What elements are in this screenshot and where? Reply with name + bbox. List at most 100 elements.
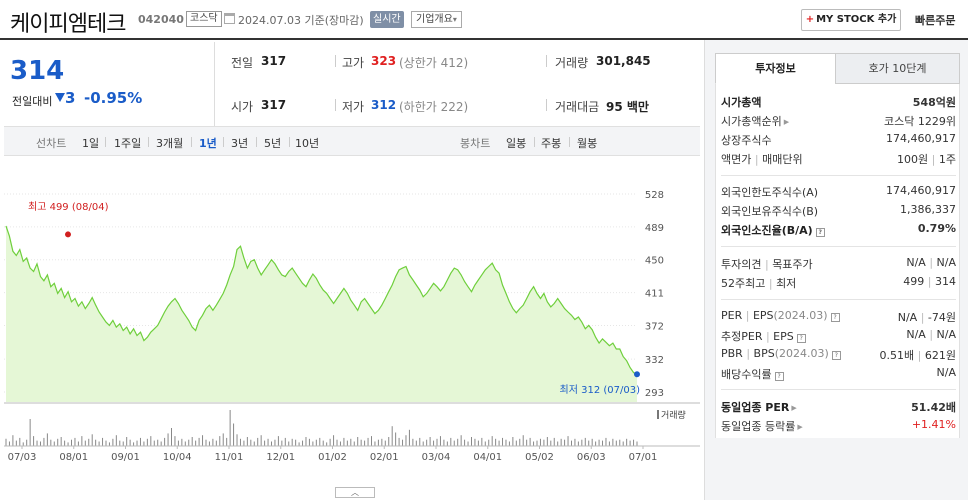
info-tabs: 투자정보 호가 10단계 — [715, 53, 960, 84]
x-tick-label: 02/01 — [370, 452, 399, 463]
x-tick-label: 10/04 — [163, 452, 192, 463]
summary-divider — [214, 42, 215, 126]
dividend-row: 배당수익률? N/A — [721, 366, 956, 384]
week52-high-label: 52주최고 — [721, 277, 766, 290]
expand-chart-button[interactable]: ︿ — [335, 487, 375, 498]
divider — [335, 99, 336, 111]
realtime-button[interactable]: 실시간 — [370, 11, 404, 28]
chart-canvas[interactable]: 528 489 450 411 372 332 293 최고 499 (08/04) 최저 31… — [0, 160, 700, 500]
down-arrow-icon — [55, 93, 65, 102]
bps-value: 621원 — [924, 349, 956, 362]
separator: | — [925, 328, 937, 341]
par-label: 액면가 — [721, 153, 752, 166]
divider — [289, 137, 290, 147]
period-bar: 선차트 1일 1주일 3개월 1년 3년 5년 10년 봉차트 일봉 주봉 월봉 — [4, 126, 700, 156]
add-mystock-label: MY STOCK 추가 — [816, 14, 897, 25]
tab-invest-info[interactable]: 투자정보 — [715, 53, 836, 84]
help-icon[interactable]: ? — [815, 228, 825, 237]
est-eps-value: N/A — [936, 328, 956, 341]
rank-value: 코스닥 1229위 — [884, 115, 956, 128]
foreign-hold-row: 외국인보유주식수(B) 1,386,337 — [721, 203, 956, 221]
y-tick-label: 372 — [645, 321, 664, 332]
eps-date: (2024.03) — [773, 309, 828, 322]
opinion-target-labels: 투자의견 | 목표주가 — [721, 256, 813, 272]
foreign-rate-label: 외국인소진율(B/A) — [721, 224, 813, 237]
par-value: 100원 — [897, 153, 929, 166]
change-amount: 3 — [65, 89, 76, 107]
add-mystock-button[interactable]: + MY STOCK 추가 — [801, 9, 901, 31]
invest-info-box: 시가총액 548억원 시가총액순위 ▶ 코스닥 1229위 상장주식수 174,4… — [715, 84, 960, 438]
invest-info-panel: 투자정보 호가 10단계 시가총액 548억원 시가총액순위 ▶ 코스닥 1229… — [704, 40, 968, 500]
company-info-label: 기업개요 — [416, 14, 453, 25]
y-tick-label: 528 — [645, 190, 664, 201]
high-value: 323 — [371, 54, 397, 68]
bps-date: (2024.03) — [774, 347, 829, 360]
triangle-right-icon: ▶ — [783, 118, 790, 126]
current-price: 314 — [10, 56, 65, 86]
period-1w[interactable]: 1주일 — [114, 137, 142, 150]
industry-per-label-wrap: 동일업종 PER ▶ — [721, 399, 797, 415]
y-tick-label: 332 — [645, 355, 664, 366]
week52-high-value: 499 — [903, 275, 925, 288]
calendar-icon — [224, 13, 235, 24]
low-annotation: 최저 312 (07/03) — [560, 384, 641, 396]
period-5y[interactable]: 5년 — [264, 137, 282, 150]
divider — [191, 137, 192, 147]
bps-label: BPS — [753, 347, 775, 360]
low-label: 저가 — [342, 100, 365, 114]
target-label: 목표주가 — [772, 258, 813, 271]
help-icon[interactable]: ? — [830, 313, 840, 322]
separator: | — [742, 347, 754, 360]
separator: | — [751, 153, 763, 166]
industry-per-row[interactable]: 동일업종 PER ▶ 51.42배 — [721, 399, 956, 417]
period-3y[interactable]: 3년 — [231, 137, 249, 150]
x-tick-label: 12/01 — [266, 452, 295, 463]
industry-rate-value: +1.41% — [911, 418, 956, 431]
opinion-target-values: N/A | N/A — [906, 256, 956, 269]
change-rate: -0.95% — [84, 89, 143, 107]
eps-value: -74원 — [927, 311, 956, 324]
per-eps-labels: PER | EPS(2024.03)? — [721, 309, 840, 322]
foreign-limit-label: 외국인한도주식수(A) — [721, 186, 819, 199]
market-badge: 코스닥 — [186, 11, 222, 27]
est-per-label: 추정PER — [721, 330, 763, 343]
high-annotation: 최고 499 (08/04) — [28, 201, 109, 213]
est-eps-label: EPS — [773, 330, 794, 343]
week52-low-label: 최저 — [776, 277, 797, 290]
company-info-button[interactable]: 기업개요▾ — [411, 11, 462, 28]
market-cap-rank-row[interactable]: 시가총액순위 ▶ 코스닥 1229위 — [721, 113, 956, 131]
candle-daily[interactable]: 일봉 — [506, 137, 527, 150]
week52-values: 499 | 314 — [903, 275, 956, 288]
market-cap-row: 시가총액 548억원 — [721, 94, 956, 112]
divider — [148, 137, 149, 147]
quick-order-link[interactable]: 빠른주문 — [915, 14, 956, 27]
prev-close-value: 317 — [261, 54, 287, 68]
opinion-target-row: 투자의견 | 목표주가 N/A | N/A — [721, 256, 956, 274]
help-icon[interactable]: ? — [774, 372, 784, 381]
price-chart[interactable]: 528 489 450 411 372 332 293 최고 499 (08/04) 최저 31… — [0, 160, 700, 500]
par-unit-labels: 액면가 | 매매단위 — [721, 151, 803, 167]
separator: | — [924, 275, 935, 288]
divider — [546, 99, 547, 111]
help-icon[interactable]: ? — [796, 334, 806, 343]
caret-down-icon: ▾ — [452, 15, 457, 24]
divider — [721, 389, 956, 390]
divider — [335, 55, 336, 67]
period-3m[interactable]: 3개월 — [156, 137, 184, 150]
week52-low-value: 314 — [935, 275, 956, 288]
y-tick-label: 293 — [645, 388, 664, 399]
candle-weekly[interactable]: 주봉 — [541, 137, 562, 150]
period-1y[interactable]: 1년 — [199, 137, 217, 150]
par-unit-values: 100원 | 1주 — [897, 151, 956, 167]
candle-monthly[interactable]: 월봉 — [577, 137, 598, 150]
period-1d[interactable]: 1일 — [82, 137, 100, 150]
chevron-up-icon: ︿ — [351, 488, 359, 497]
pbr-label: PBR — [721, 347, 743, 360]
triangle-right-icon: ▶ — [791, 404, 797, 412]
tab-orderbook[interactable]: 호가 10단계 — [835, 53, 960, 84]
help-icon[interactable]: ? — [831, 351, 841, 360]
industry-rate-row[interactable]: 동일업종 등락률 ▶ +1.41% — [721, 418, 956, 436]
open-value: 317 — [261, 98, 287, 112]
period-10y[interactable]: 10년 — [295, 137, 320, 150]
separator: | — [762, 330, 774, 343]
